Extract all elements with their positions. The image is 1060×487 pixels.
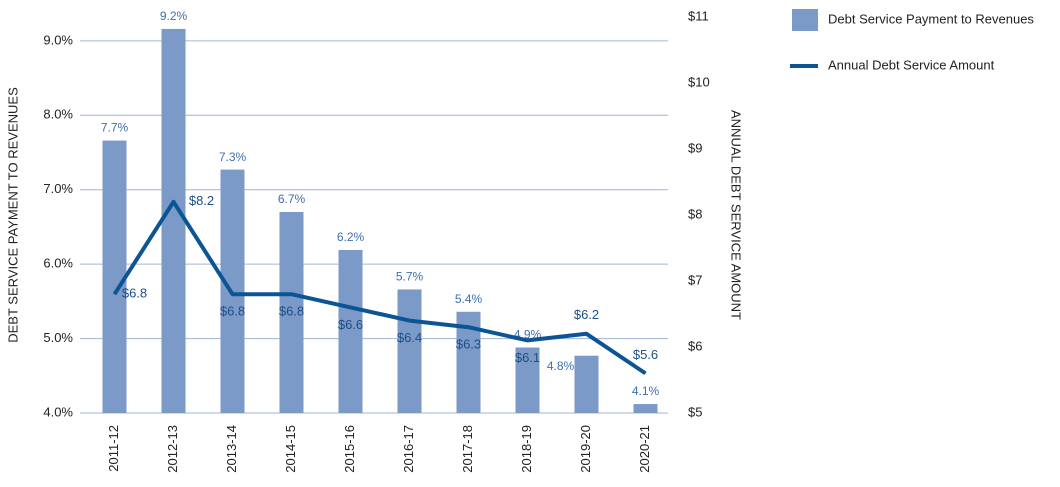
x-tick-label: 2016-17 bbox=[401, 425, 416, 473]
line-value-label: $6.6 bbox=[338, 317, 363, 332]
y2-axis-title: ANNUAL DEBT SERVICE AMOUNT bbox=[729, 110, 744, 320]
bar-value-label: 5.4% bbox=[455, 292, 483, 306]
line-value-label: $6.3 bbox=[456, 337, 481, 352]
y2-tick-label: $6 bbox=[688, 338, 702, 353]
x-tick-label: 2015-16 bbox=[342, 425, 357, 473]
legend-label: Annual Debt Service Amount bbox=[828, 57, 995, 72]
y2-tick-label: $10 bbox=[688, 74, 710, 89]
bar bbox=[279, 212, 304, 413]
x-tick-label: 2017-18 bbox=[460, 425, 475, 473]
bar-value-label: 7.3% bbox=[219, 150, 247, 164]
legend-swatch bbox=[792, 9, 818, 31]
bar-value-label: 6.2% bbox=[337, 230, 365, 244]
y-tick-label: 5.0% bbox=[43, 330, 73, 345]
line bbox=[112, 199, 647, 376]
line-value-label: $6.8 bbox=[122, 286, 147, 301]
bar bbox=[161, 28, 186, 413]
y2-tick-label: $7 bbox=[688, 272, 702, 287]
line-value-label: $6.2 bbox=[574, 307, 599, 322]
x-tick-label: 2011-12 bbox=[106, 425, 121, 472]
line-value-label: $6.1 bbox=[515, 350, 540, 365]
x-tick-label: 2020-21 bbox=[637, 425, 652, 473]
line-value-label: $6.8 bbox=[220, 304, 245, 319]
y-tick-label: 9.0% bbox=[43, 32, 73, 47]
x-tick-label: 2019-20 bbox=[578, 425, 593, 473]
x-tick-label: 2018-19 bbox=[519, 425, 534, 473]
line-value-label: $6.8 bbox=[279, 304, 304, 319]
bar bbox=[574, 355, 599, 413]
bar bbox=[102, 140, 127, 413]
y-axis-title: DEBT SERVICE PAYMENT TO REVENUES bbox=[5, 87, 20, 343]
bar bbox=[397, 289, 422, 413]
y-tick-label: 7.0% bbox=[43, 181, 73, 196]
bar-value-label: 6.7% bbox=[278, 192, 306, 206]
y-tick-label: 4.0% bbox=[43, 404, 73, 419]
y2-tick-label: $8 bbox=[688, 206, 702, 221]
bar-value-label: 4.1% bbox=[632, 384, 660, 398]
line-value-label: $6.4 bbox=[397, 330, 422, 345]
bar-value-label: 9.2% bbox=[160, 9, 188, 23]
x-tick-label: 2014-15 bbox=[283, 425, 298, 473]
bar-value-label: 7.7% bbox=[101, 121, 129, 135]
bar bbox=[515, 347, 540, 413]
bar bbox=[338, 249, 363, 413]
y2-tick-label: $5 bbox=[688, 404, 702, 419]
line-value-label: $8.2 bbox=[189, 193, 214, 208]
x-tick-label: 2012-13 bbox=[165, 425, 180, 473]
bar bbox=[633, 404, 658, 413]
y-tick-label: 8.0% bbox=[43, 107, 73, 122]
y2-tick-label: $9 bbox=[688, 140, 702, 155]
bar-value-label: 4.8% bbox=[547, 359, 575, 373]
bar-value-label: 5.7% bbox=[396, 270, 424, 284]
y2-tick-label: $11 bbox=[688, 8, 709, 23]
line-value-label: $5.6 bbox=[633, 347, 658, 362]
x-tick-label: 2013-14 bbox=[224, 425, 239, 473]
y-tick-label: 6.0% bbox=[43, 256, 73, 271]
legend-label: Debt Service Payment to Revenues bbox=[828, 11, 1034, 26]
